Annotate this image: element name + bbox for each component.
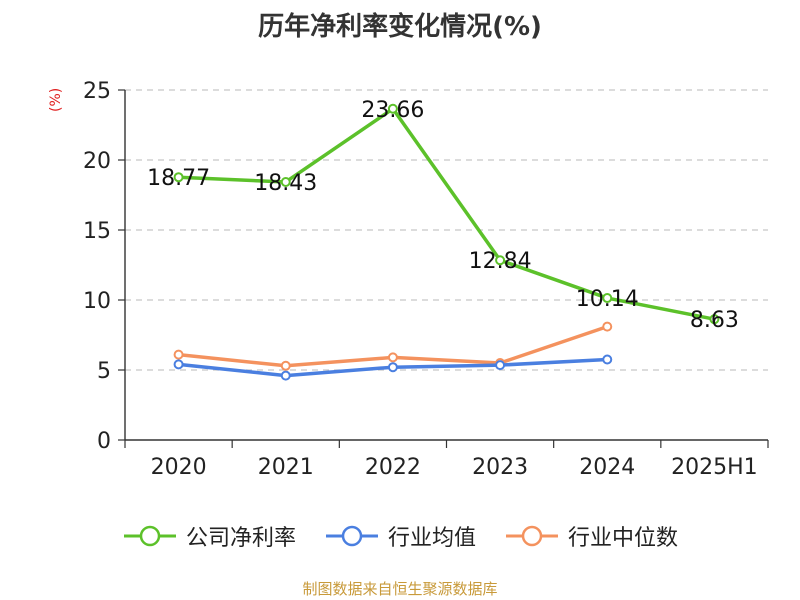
legend-marker-icon <box>506 525 558 547</box>
data-point <box>280 370 291 381</box>
y-tick-label: 25 <box>83 79 111 104</box>
data-point <box>280 360 291 371</box>
y-tick-label: 0 <box>97 429 111 454</box>
chart-title: 历年净利率变化情况(%) <box>258 12 542 42</box>
data-label: 8.63 <box>690 308 739 333</box>
x-tick-label: 2025H1 <box>671 455 758 480</box>
legend: 公司净利率 行业均值 行业中位数 <box>0 520 800 552</box>
y-tick-label: 20 <box>83 149 111 174</box>
data-point <box>602 293 613 304</box>
x-tick-label: 2020 <box>151 455 207 480</box>
x-tick-label: 2021 <box>258 455 314 480</box>
data-label: 12.84 <box>469 249 532 274</box>
legend-marker-icon <box>325 525 378 547</box>
series-line-1 <box>178 107 715 321</box>
legend-marker-icon <box>123 525 176 547</box>
data-label: 18.77 <box>147 166 210 191</box>
data-point <box>495 255 506 266</box>
data-point <box>387 103 398 114</box>
legend-item-3[interactable]: 行业中位数 <box>504 520 678 552</box>
data-label: 10.14 <box>576 287 639 312</box>
data-point <box>280 176 291 187</box>
data-source-note: 制图数据来自恒生聚源数据库 <box>302 580 498 598</box>
data-point <box>709 314 720 325</box>
y-tick-label: 10 <box>83 289 111 314</box>
data-point <box>495 360 506 371</box>
data-label: 23.66 <box>361 98 424 123</box>
legend-label: 行业均值 <box>387 526 476 551</box>
data-point <box>173 172 184 183</box>
line-chart: 0 5 10 15 20 25 2020 2021 2022 2023 2024 2025H1 18.7… <box>83 79 769 480</box>
data-point <box>602 321 613 332</box>
legend-item-2[interactable]: 行业均值 <box>324 520 476 552</box>
data-point <box>173 349 184 360</box>
data-point <box>173 359 184 370</box>
legend-item-1[interactable]: 公司净利率 <box>122 520 296 552</box>
data-point <box>387 362 398 373</box>
x-tick-label: 2022 <box>365 455 421 480</box>
legend-label: 行业中位数 <box>568 526 679 551</box>
y-tick-label: 15 <box>83 219 111 244</box>
legend-label: 公司净利率 <box>185 526 296 551</box>
x-tick-label: 2024 <box>579 455 635 480</box>
data-point <box>387 352 398 363</box>
y-tick-label: 5 <box>97 359 111 384</box>
data-point <box>602 354 613 365</box>
x-tick-label: 2023 <box>472 455 528 480</box>
data-label: 18.43 <box>254 171 317 196</box>
